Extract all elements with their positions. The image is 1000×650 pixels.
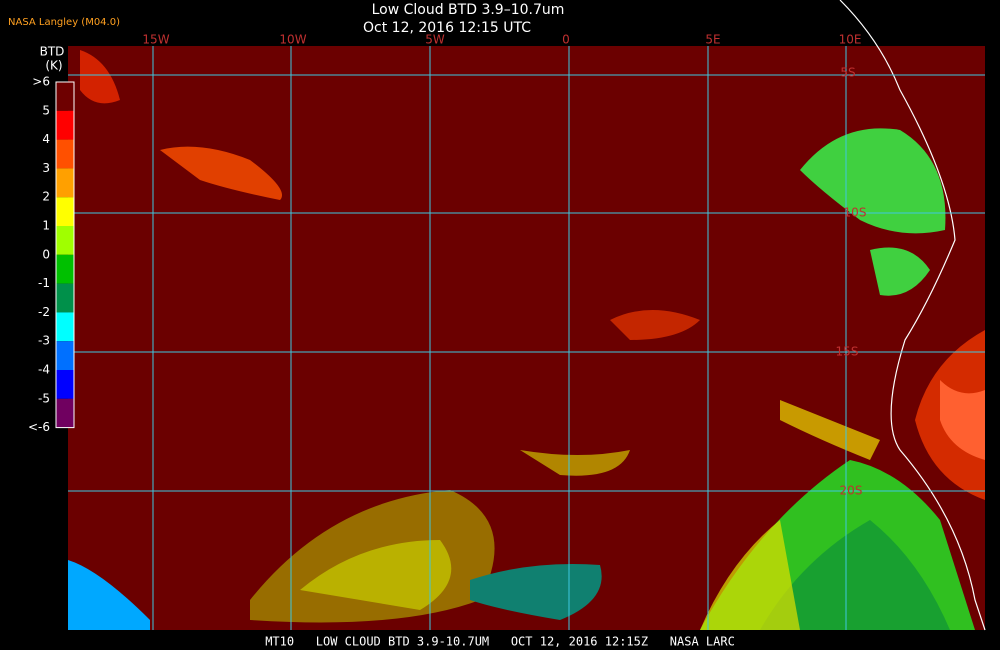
imagery <box>68 0 986 631</box>
colorbar-swatch <box>56 283 74 313</box>
colorbar-swatch <box>56 312 74 342</box>
colorbar-swatch <box>56 398 74 428</box>
colorbar-label: -5 <box>38 391 50 405</box>
colorbar-swatch <box>56 197 74 226</box>
colorbar-swatch <box>56 110 74 140</box>
colorbar-label: -3 <box>38 334 50 348</box>
colorbar-swatch <box>56 139 74 169</box>
colorbar-frame <box>55 81 75 429</box>
colorbar-label: -4 <box>38 363 50 377</box>
colorbar-label: 4 <box>42 132 50 146</box>
colorbar-label: >6 <box>32 75 50 89</box>
footer: MT10 LOW CLOUD BTD 3.9-10.7UM OCT 12, 20… <box>265 635 735 649</box>
colorbar-swatch <box>56 254 74 284</box>
colorbar-label: <-6 <box>28 420 50 434</box>
latitude-label: 5S <box>840 66 855 80</box>
colorbar-swatch <box>56 226 74 255</box>
colorbar-label: -2 <box>38 305 50 319</box>
longitude-label: 5W <box>425 33 445 47</box>
graticule <box>68 46 985 630</box>
colorbar-title: BTD <box>40 45 65 59</box>
longitude-label: 5E <box>705 33 720 47</box>
colorbar-label: 3 <box>42 161 50 175</box>
source: NASA Langley (M04.0) <box>8 17 120 28</box>
colorbar-label: -1 <box>38 276 50 290</box>
longitude-label: 10W <box>279 33 306 47</box>
colorbar-swatch <box>56 82 74 111</box>
colorbar-swatch <box>56 370 74 399</box>
colorbar-label: 5 <box>42 103 50 117</box>
colorbar-label: 1 <box>42 219 50 233</box>
colorbar-swatch <box>56 341 74 370</box>
longitude-label: 10E <box>839 33 862 47</box>
colorbar-label: 2 <box>42 190 50 204</box>
latitude-label: 15S <box>836 345 859 359</box>
colorbar-label: 0 <box>42 247 50 261</box>
longitude-label: 0 <box>562 33 570 47</box>
latitude-label: 10S <box>844 206 867 220</box>
longitude-label: 15W <box>142 33 169 47</box>
subtitle: Oct 12, 2016 12:15 UTC <box>363 20 531 36</box>
colorbar: >6 5 4 3 2 1 0 -1 -2 -3 -4 -5 <-6 <box>28 75 75 434</box>
title: Low Cloud BTD 3.9–10.7um <box>372 2 565 18</box>
latitude-label: 20S <box>840 484 863 498</box>
colorbar-unit: (K) <box>45 59 62 73</box>
colorbar-swatch <box>56 168 74 198</box>
